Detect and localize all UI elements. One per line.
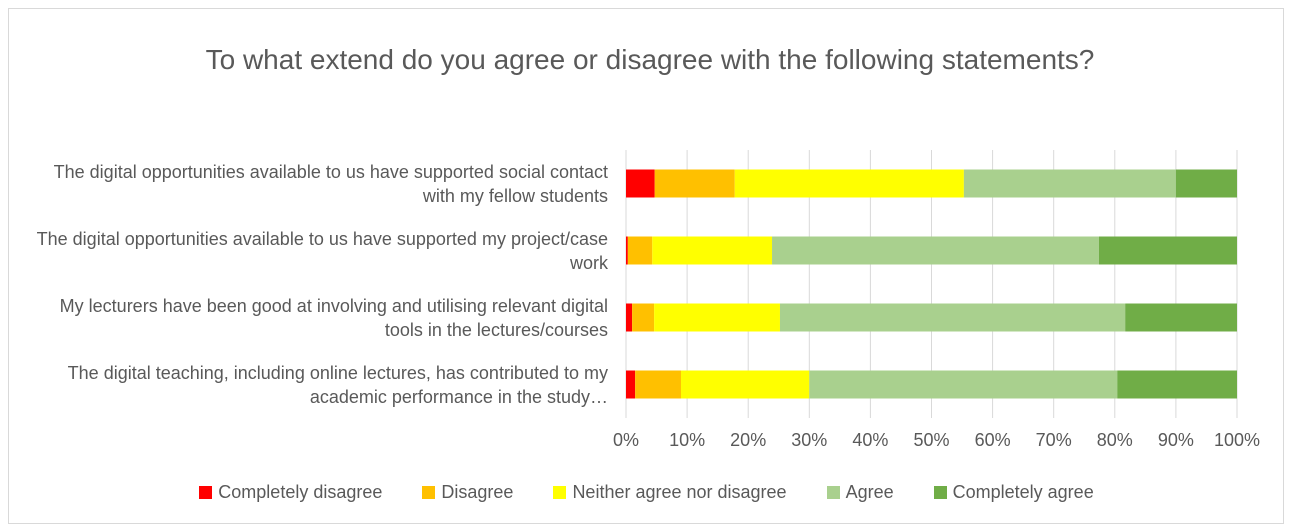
chart-frame — [8, 8, 1284, 524]
bar-segment — [1117, 370, 1237, 399]
bar-segment — [1098, 236, 1237, 265]
legend-item: Completely agree — [933, 482, 1094, 503]
legend: Completely disagree Disagree Neither agree… — [0, 482, 1293, 503]
legend-label: Disagree — [441, 482, 514, 502]
x-tick-label: 100% — [1213, 430, 1261, 450]
bar-segment — [635, 370, 681, 399]
legend-swatch — [933, 486, 947, 499]
x-tick-label: 30% — [791, 430, 828, 450]
bar-segment — [809, 370, 1118, 399]
category-label: The digital opportunities available to u… — [36, 228, 608, 273]
x-tick-label: 80% — [1096, 430, 1133, 450]
category-label: The digital opportunities available to u… — [53, 161, 608, 206]
bar-segment — [626, 236, 628, 265]
bar-segment — [652, 236, 773, 265]
bar-segment — [680, 370, 810, 399]
x-tick-label: 40% — [852, 430, 889, 450]
bar-segment — [963, 169, 1176, 198]
legend-swatch — [553, 486, 567, 499]
category-label: My lecturers have been good at involving… — [59, 295, 608, 340]
x-tick-label: 0% — [612, 430, 639, 450]
legend-item: Agree — [826, 482, 894, 503]
x-tick-label: 20% — [730, 430, 767, 450]
x-tick-label: 90% — [1157, 430, 1194, 450]
x-tick-label: 10% — [669, 430, 706, 450]
bar-segment — [654, 303, 780, 332]
bar-segment — [626, 303, 633, 332]
legend-item: Disagree — [422, 482, 513, 503]
bar-segment — [626, 169, 655, 198]
x-tick-label: 50% — [913, 430, 950, 450]
legend-item: Completely disagree — [199, 482, 382, 503]
legend-label: Neither agree nor disagree — [572, 482, 787, 502]
legend-item: Neither agree nor disagree — [553, 482, 787, 503]
bar-segment — [632, 303, 655, 332]
category-label: The digital teaching, including online l… — [67, 362, 608, 407]
chart-title: To what extend do you agree or disagree … — [205, 44, 1095, 75]
bar-segment — [772, 236, 1099, 265]
legend-swatch — [826, 486, 840, 499]
x-tick-label: 60% — [974, 430, 1011, 450]
x-tick-label: 70% — [1035, 430, 1072, 450]
bar-segment — [654, 169, 735, 198]
legend-label: Completely disagree — [218, 482, 383, 502]
bar-segment — [626, 370, 636, 399]
bar-segment — [1125, 303, 1237, 332]
legend-swatch — [422, 486, 436, 499]
legend-label: Agree — [845, 482, 894, 502]
legend-swatch — [199, 486, 213, 499]
legend-label: Completely agree — [952, 482, 1094, 502]
bar-segment — [627, 236, 653, 265]
bar-segment — [734, 169, 964, 198]
bar-segment — [779, 303, 1126, 332]
bar-segment — [1175, 169, 1237, 198]
